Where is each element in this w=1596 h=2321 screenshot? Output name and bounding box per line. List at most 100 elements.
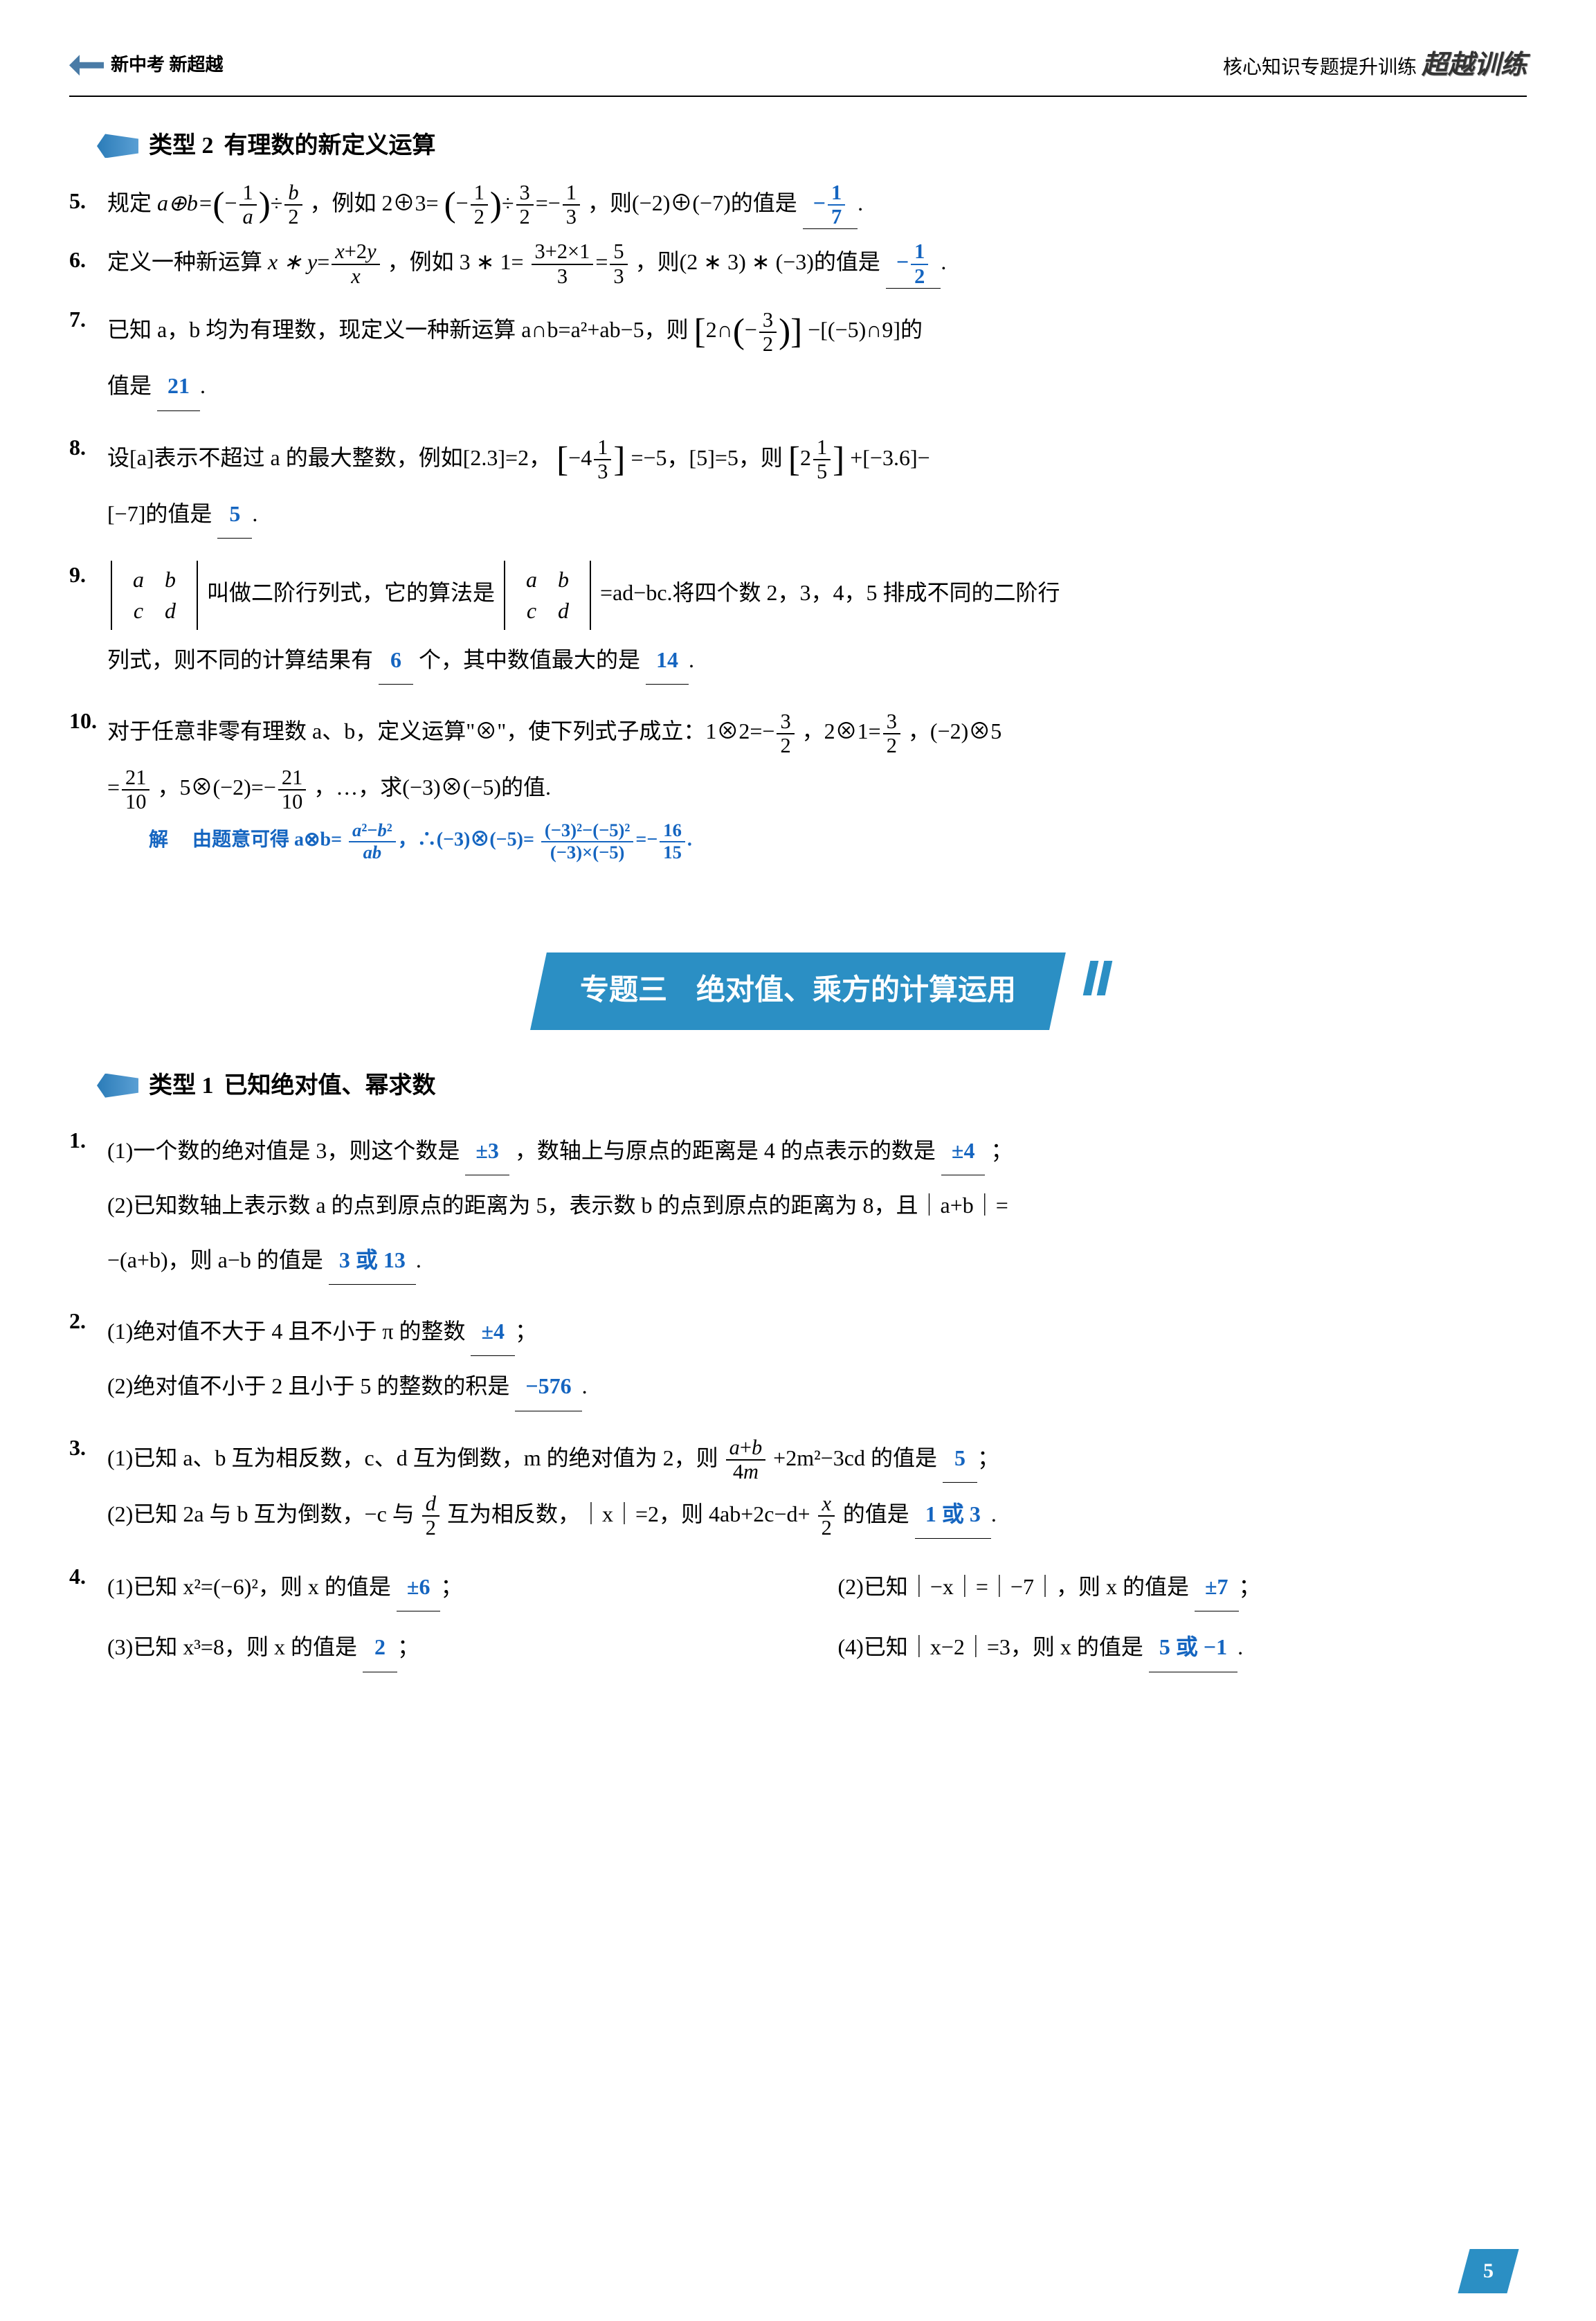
page-number: 5 — [1458, 2249, 1518, 2293]
t: 对于任意非零有理数 a、b，定义运算"⊗"，使下列式子成立：1⊗2=− — [107, 719, 774, 743]
t: = — [107, 775, 120, 800]
t: (1)已知 a、b 互为相反数，c、d 互为倒数，m 的绝对值为 2，则 — [107, 1445, 718, 1470]
t: [−7]的值是 — [107, 501, 212, 526]
arrow-icon — [69, 55, 104, 75]
t: +2m²−3cd 的值是 — [773, 1445, 937, 1470]
sol-label: 解 — [149, 829, 168, 851]
answer: ±6 — [397, 1562, 441, 1611]
t: ，…，求(−3)⊗(−5)的值. — [314, 775, 551, 800]
problem-num: 8. — [69, 428, 107, 468]
determinant: abcd — [111, 561, 198, 630]
answer: ±7 — [1195, 1562, 1239, 1611]
problem-num: 9. — [69, 555, 107, 595]
problem-num: 5. — [69, 181, 107, 222]
topic-banner-wrap: 专题三 绝对值、乘方的计算运用 — [69, 952, 1527, 1030]
problem-8: 8. 设[a]表示不超过 a 的最大整数，例如[2.3]=2， [−413] =… — [69, 428, 1527, 544]
problem-num: 3. — [69, 1428, 107, 1468]
problem-body: (1)一个数的绝对值是 3，则这个数是 ±3 ，数轴上与原点的距离是 4 的点表… — [107, 1121, 1527, 1290]
problem-num: 4. — [69, 1557, 107, 1597]
section-type2: 类型 2 有理数的新定义运算 — [97, 125, 1527, 167]
t: 列式，则不同的计算结果有 — [107, 647, 373, 672]
section-label: 类型 2 — [149, 125, 214, 167]
answer-5: −17 — [803, 181, 858, 230]
answer: 5 — [943, 1434, 977, 1483]
answer-8: 5 — [217, 489, 252, 539]
problem-body: 对于任意非零有理数 a、b，定义运算"⊗"，使下列式子成立：1⊗2=−32 ，2… — [107, 701, 1527, 869]
brand-text: 超越训练 — [1422, 51, 1527, 80]
answer-7: 21 — [157, 361, 200, 410]
problem-7: 7. 已知 a，b 均为有理数，现定义一种新运算 a∩b=a²+ab−5，则 [… — [69, 300, 1527, 416]
t: +[−3.6]− — [850, 445, 930, 470]
problem-b3: 3. (1)已知 a、b 互为相反数，c、d 互为倒数，m 的绝对值为 2，则 … — [69, 1428, 1527, 1546]
t: ，5⊗(−2)=− — [157, 775, 275, 800]
t: 叫做二阶行列式，它的算法是 — [207, 580, 495, 605]
answer: ±3 — [465, 1126, 509, 1175]
problem-body: (1)已知 a、b 互为相反数，c、d 互为倒数，m 的绝对值为 2，则 a+b… — [107, 1428, 1527, 1546]
answer-6: −12 — [886, 240, 941, 289]
problem-body: (1)绝对值不大于 4 且不小于 π 的整数 ±4； (2)绝对值不小于 2 且… — [107, 1301, 1527, 1417]
header-right: 核心知识专题提升训练 超越训练 — [1223, 42, 1527, 89]
t: (2)已知数轴上表示数 a 的点到原点的距离为 5，表示数 b 的点到原点的距离… — [107, 1193, 1008, 1218]
answer: ±4 — [941, 1126, 986, 1175]
answer: −576 — [515, 1362, 581, 1411]
answer: 3 或 13 — [329, 1236, 416, 1285]
problem-6: 6. 定义一种新运算 x ∗ y=x+2yx ，例如 3 ∗ 1= 3+2×13… — [69, 240, 1527, 289]
t: ，数轴上与原点的距离是 4 的点表示的数是 — [515, 1138, 936, 1163]
t: 互为相反数，｜x｜=2，则 4ab+2c−d+ — [447, 1501, 810, 1526]
topic-banner: 专题三 绝对值、乘方的计算运用 — [530, 952, 1066, 1030]
t: ，2⊗1= — [802, 719, 881, 743]
answer: ±4 — [471, 1307, 515, 1356]
t: 的值是 — [843, 1501, 909, 1526]
problem-num: 2. — [69, 1301, 107, 1342]
header-left-text: 新中考 新超越 — [111, 49, 224, 82]
answer-9a: 6 — [379, 635, 413, 685]
t: =−5，[5]=5，则 — [631, 445, 782, 470]
t: (4)已知｜x−2｜=3，则 x 的值是 — [838, 1634, 1143, 1659]
t: (1)一个数的绝对值是 3，则这个数是 — [107, 1138, 460, 1163]
problem-9: 9. abcd 叫做二阶行列式，它的算法是 abcd =ad−bc.将四个数 2… — [69, 555, 1527, 690]
section-title: 已知绝对值、幂求数 — [224, 1065, 436, 1107]
problem-body: (1)已知 x²=(−6)²，则 x 的值是 ±6； (2)已知｜−x｜=｜−7… — [107, 1557, 1527, 1678]
section-title: 有理数的新定义运算 — [224, 125, 436, 167]
t: ，则(2 ∗ 3) ∗ (−3)的值是 — [635, 249, 880, 274]
t: 规定 — [107, 190, 157, 215]
t: −[(−5)∩9]的 — [808, 317, 923, 342]
section-type1: 类型 1 已知绝对值、幂求数 — [97, 1065, 1527, 1107]
answer: 1 或 3 — [915, 1490, 991, 1539]
t: 定义一种新运算 — [107, 249, 268, 274]
header-left: 新中考 新超越 — [69, 49, 224, 82]
t: 值是 — [107, 373, 152, 398]
problem-5: 5. 规定 a⊕b=(−1a)÷b2 ，例如 2⊕3= (−12)÷32=−13… — [69, 181, 1527, 230]
banner-text: 专题三 绝对值、乘方的计算运用 — [580, 965, 1016, 1018]
t: (2)已知｜−x｜=｜−7｜，则 x 的值是 — [838, 1574, 1189, 1599]
t: ，(−2)⊗5 — [908, 719, 1001, 743]
t: ，例如 3 ∗ 1= — [388, 249, 524, 274]
answer-9b: 14 — [646, 635, 689, 685]
t: ，则(−2)⊕(−7)的值是 — [588, 190, 797, 215]
problem-body: 设[a]表示不超过 a 的最大整数，例如[2.3]=2， [−413] =−5，… — [107, 428, 1527, 544]
t: (1)绝对值不大于 4 且不小于 π 的整数 — [107, 1319, 465, 1344]
determinant: abcd — [504, 561, 591, 630]
brush-icon — [97, 1074, 138, 1098]
section-label: 类型 1 — [149, 1065, 214, 1107]
t: (2)已知 2a 与 b 互为倒数，−c 与 — [107, 1501, 415, 1526]
answer: 5 或 −1 — [1149, 1623, 1237, 1672]
answer: 2 — [363, 1623, 397, 1672]
problem-num: 6. — [69, 240, 107, 280]
t: ，例如 2⊕3= — [310, 190, 439, 215]
problem-body: 已知 a，b 均为有理数，现定义一种新运算 a∩b=a²+ab−5，则 [2∩(… — [107, 300, 1527, 416]
problem-num: 7. — [69, 300, 107, 340]
solution-10: 解 由题意可得 a⊗b= a²−b²ab，∴(−3)⊗(−5)= (−3)²−(… — [149, 820, 1527, 863]
problem-b2: 2. (1)绝对值不大于 4 且不小于 π 的整数 ±4； (2)绝对值不小于 … — [69, 1301, 1527, 1417]
page-num-text: 5 — [1483, 2252, 1494, 2290]
problem-num: 10. — [69, 701, 107, 741]
t: 已知 a，b 均为有理数，现定义一种新运算 a∩b=a²+ab−5，则 — [107, 317, 689, 342]
t: =ad−bc.将四个数 2，3，4，5 排成不同的二阶行 — [600, 580, 1060, 605]
t: (1)已知 x²=(−6)²，则 x 的值是 — [107, 1574, 391, 1599]
problem-num: 1. — [69, 1121, 107, 1161]
t: (3)已知 x³=8，则 x 的值是 — [107, 1634, 357, 1659]
brush-icon — [97, 134, 138, 158]
t: −(a+b)，则 a−b 的值是 — [107, 1247, 323, 1272]
t: (2)绝对值不小于 2 且小于 5 的整数的积是 — [107, 1373, 509, 1398]
problem-b1: 1. (1)一个数的绝对值是 3，则这个数是 ±3 ，数轴上与原点的距离是 4 … — [69, 1121, 1527, 1290]
